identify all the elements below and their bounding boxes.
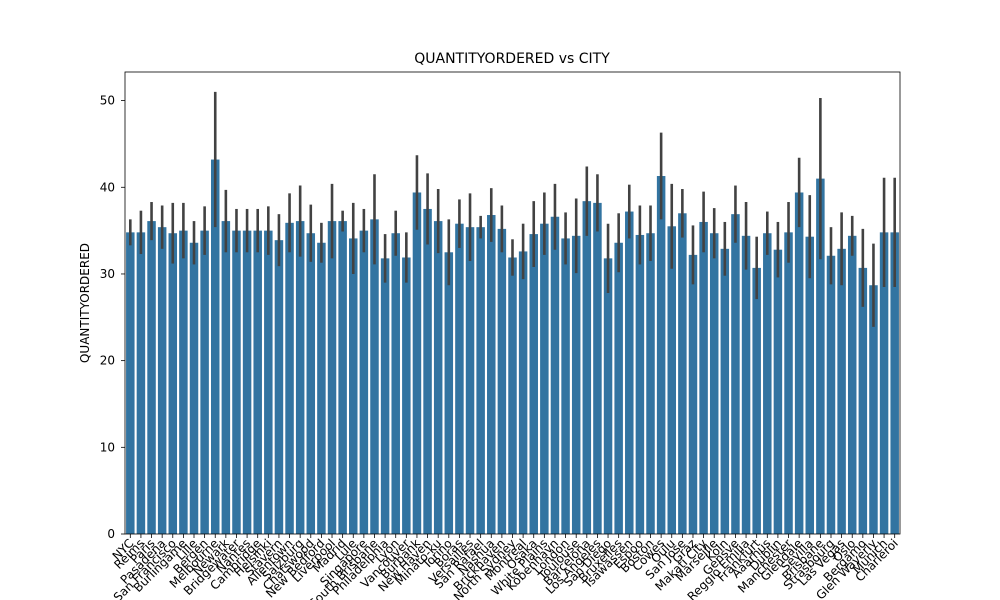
bar bbox=[508, 257, 517, 534]
bar bbox=[402, 257, 411, 534]
bar bbox=[678, 213, 687, 534]
bar bbox=[253, 230, 262, 534]
bar bbox=[423, 208, 432, 534]
y-tick-label: 30 bbox=[100, 267, 115, 281]
bar bbox=[540, 223, 549, 535]
y-tick-label: 40 bbox=[100, 180, 115, 194]
bar bbox=[826, 255, 836, 534]
bar bbox=[603, 258, 613, 534]
bar bbox=[847, 235, 857, 534]
bar bbox=[699, 221, 708, 535]
y-tick-label: 0 bbox=[107, 527, 115, 541]
bar bbox=[720, 248, 730, 535]
bar bbox=[709, 233, 719, 534]
bar bbox=[487, 215, 496, 535]
bar bbox=[295, 221, 305, 534]
bar bbox=[210, 159, 220, 534]
bar bbox=[317, 242, 326, 534]
bar bbox=[646, 233, 655, 534]
bar bbox=[667, 226, 676, 534]
bar bbox=[635, 234, 645, 534]
bar bbox=[221, 221, 231, 534]
bar bbox=[529, 234, 538, 534]
bar bbox=[412, 192, 422, 534]
bar bbox=[625, 211, 634, 534]
bar bbox=[147, 221, 156, 534]
bar bbox=[327, 221, 337, 534]
bar bbox=[816, 178, 825, 534]
y-tick-label: 10 bbox=[100, 440, 115, 454]
bar bbox=[752, 267, 761, 534]
bar bbox=[232, 230, 241, 534]
bar bbox=[136, 232, 146, 534]
bar bbox=[763, 233, 772, 534]
bar bbox=[879, 232, 889, 534]
chart-title: QUANTITYORDERED vs CITY bbox=[414, 51, 610, 67]
y-axis-label: QUANTITYORDERED bbox=[78, 243, 92, 363]
bar bbox=[444, 252, 454, 535]
bar bbox=[359, 230, 369, 534]
bar bbox=[370, 219, 379, 534]
bar bbox=[179, 230, 188, 534]
bar bbox=[126, 232, 135, 534]
y-tick-label: 50 bbox=[100, 94, 115, 108]
bar bbox=[869, 285, 878, 534]
y-tick-label: 20 bbox=[100, 354, 115, 368]
bar bbox=[571, 235, 581, 534]
bar bbox=[476, 227, 485, 535]
plot-frame bbox=[124, 71, 901, 535]
bar bbox=[890, 232, 899, 534]
bar bbox=[168, 233, 178, 534]
bar bbox=[391, 233, 400, 534]
bar bbox=[656, 176, 666, 534]
bar bbox=[264, 230, 273, 534]
bar bbox=[593, 202, 602, 534]
bar bbox=[858, 267, 868, 534]
bar bbox=[189, 242, 199, 534]
bar bbox=[338, 221, 347, 534]
bar bbox=[285, 222, 294, 534]
bar bbox=[274, 240, 284, 534]
bar bbox=[794, 192, 804, 534]
bar bbox=[561, 238, 570, 534]
bar bbox=[784, 232, 793, 534]
bar bbox=[731, 214, 740, 534]
bar bbox=[306, 233, 316, 534]
bar bbox=[433, 221, 443, 534]
bar bbox=[455, 223, 464, 535]
bar bbox=[497, 228, 507, 534]
bar bbox=[773, 249, 783, 534]
bar bbox=[157, 227, 167, 535]
bar bbox=[614, 242, 623, 534]
bar bbox=[550, 216, 560, 535]
bar bbox=[582, 201, 592, 534]
bar bbox=[465, 227, 475, 535]
bar bbox=[837, 248, 846, 535]
bar bbox=[518, 251, 528, 534]
bar bbox=[200, 230, 209, 534]
bar bbox=[805, 236, 815, 534]
bar bbox=[349, 238, 358, 534]
bar bbox=[380, 258, 390, 534]
bar bbox=[741, 235, 751, 534]
bar bbox=[242, 230, 252, 534]
bar bbox=[688, 254, 698, 534]
